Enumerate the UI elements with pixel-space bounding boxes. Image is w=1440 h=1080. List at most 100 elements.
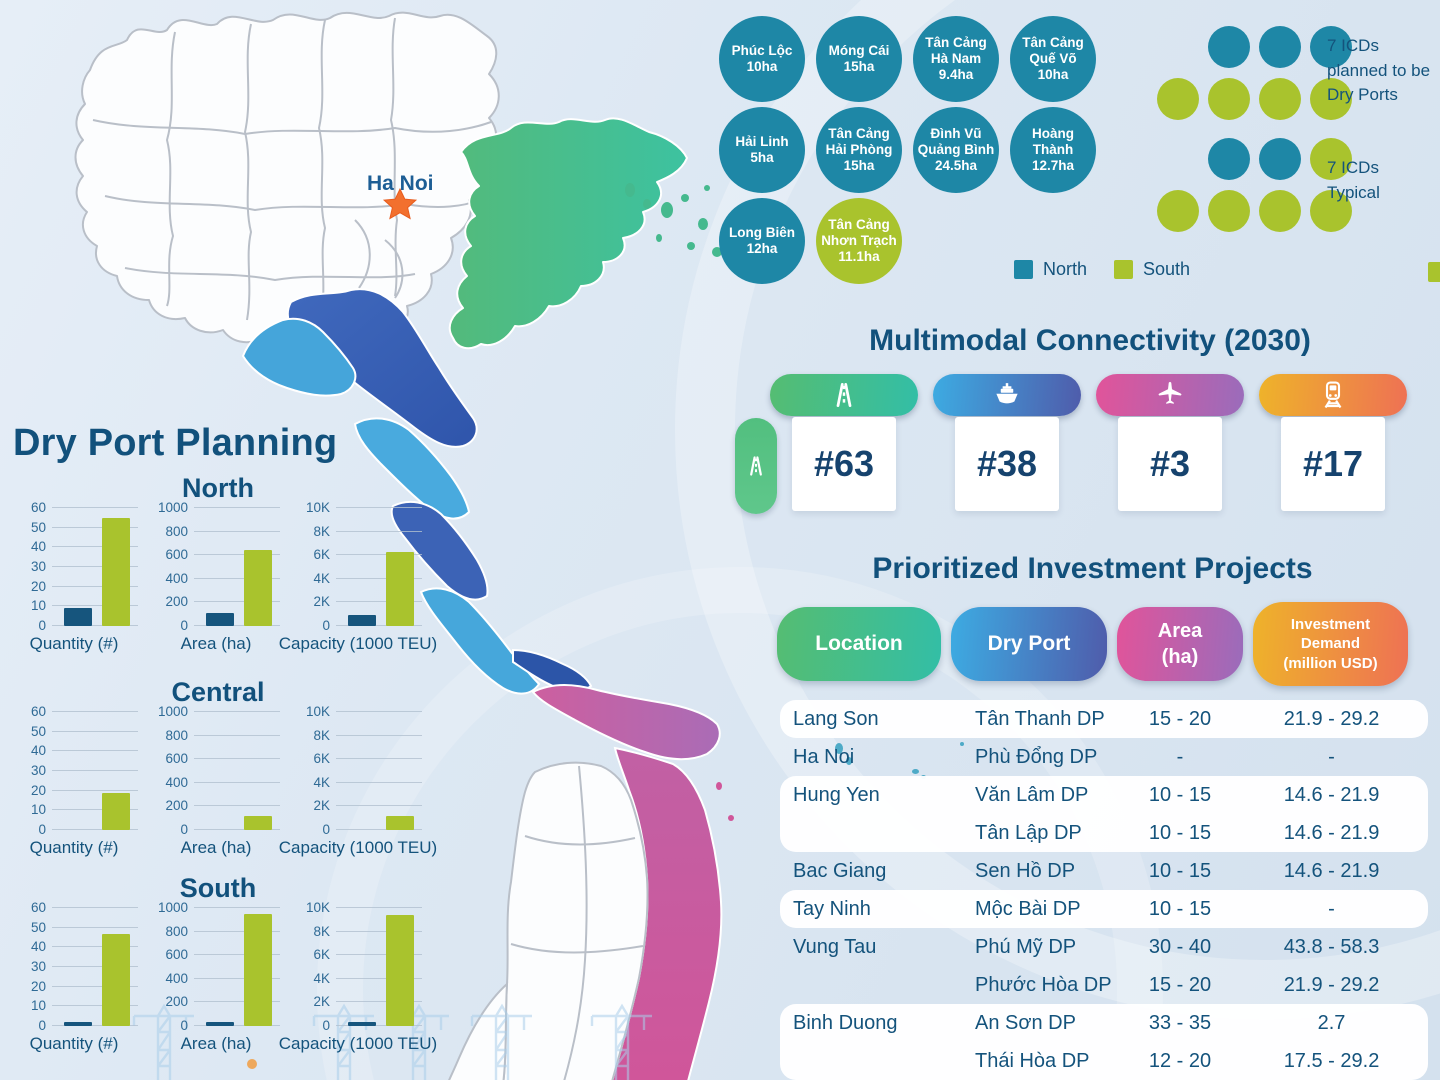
axis-tick-label: 40 bbox=[30, 539, 46, 555]
bar-green bbox=[386, 552, 414, 626]
axis-tick-label: 800 bbox=[165, 923, 188, 939]
mini-bar-chart: 0 2K 4K 6K 8K 10K Capacity (1000 TEU) bbox=[279, 900, 437, 1053]
mini-bar-chart: 0 10 20 30 40 50 60 Quantity (#) bbox=[10, 500, 138, 653]
icd-dots-planned bbox=[1157, 26, 1352, 130]
map-region-central-blue-2 bbox=[390, 500, 489, 601]
chart-plot bbox=[336, 711, 422, 830]
axis-tick-label: 50 bbox=[30, 723, 46, 739]
table-row: Hung Yen Văn Lâm DP 10 - 15 14.6 - 21.9 bbox=[780, 776, 1428, 814]
north-dot bbox=[1259, 138, 1301, 180]
gridline bbox=[52, 566, 138, 567]
gridline bbox=[194, 758, 280, 760]
axis-tick-label: 60 bbox=[30, 900, 46, 915]
gridline bbox=[52, 1025, 138, 1026]
cell-location: Vung Tau bbox=[793, 935, 877, 958]
gridline bbox=[336, 829, 422, 830]
bar-navy bbox=[64, 608, 92, 626]
icd-circle-line: Hà Nam bbox=[930, 51, 982, 67]
icd-circle-line: Tân Cảng bbox=[925, 35, 987, 51]
gridline bbox=[194, 907, 280, 908]
axis-tick-label: 10 bbox=[30, 998, 46, 1014]
axis-tick-label: 6K bbox=[313, 947, 330, 963]
gridline bbox=[52, 711, 138, 712]
column-header-line: Investment bbox=[1290, 615, 1371, 633]
column-header-investment: Investment Demand (million USD) bbox=[1253, 602, 1408, 686]
north-dot bbox=[1310, 26, 1352, 68]
bar-green bbox=[102, 518, 130, 626]
train-icon bbox=[1324, 381, 1342, 409]
map-region-cyan-arm bbox=[241, 317, 357, 397]
gridline bbox=[52, 829, 138, 830]
dot-row bbox=[1157, 190, 1352, 232]
table-row: Binh Duong An Sơn DP 33 - 35 2.7 bbox=[780, 1004, 1428, 1042]
chart-plot bbox=[52, 711, 138, 830]
cell-area: 15 - 20 bbox=[1148, 707, 1212, 730]
island-speck bbox=[912, 769, 919, 774]
chart-plot bbox=[52, 507, 138, 626]
icd-circle: Hải Linh 5ha bbox=[719, 107, 805, 193]
axis-tick-label: 0 bbox=[38, 618, 46, 633]
icd-circle-line: Hải Linh bbox=[735, 134, 789, 150]
plane-icon bbox=[1158, 381, 1182, 404]
gridline bbox=[336, 907, 422, 908]
gridline bbox=[194, 829, 280, 830]
axis-tick-label: 8K bbox=[313, 923, 330, 939]
projects-table: Lang Son Tân Thanh DP 15 - 20 21.9 - 29.2 Ha… bbox=[780, 700, 1428, 1080]
axis-tick-label: 0 bbox=[38, 1018, 46, 1033]
road-icon bbox=[750, 456, 762, 476]
gridline bbox=[336, 507, 422, 508]
island-speck bbox=[835, 743, 843, 754]
legend-label: North bbox=[1043, 259, 1088, 279]
south-legend-swatch bbox=[1114, 260, 1133, 279]
axis-tick-label: 0 bbox=[180, 618, 188, 633]
cell-investment: - bbox=[1328, 897, 1335, 920]
axis-tick-label: 8K bbox=[313, 727, 330, 743]
axis-tick-label: 30 bbox=[30, 763, 46, 778]
axis-tick-label: 30 bbox=[30, 559, 46, 574]
cell-port: Phước Hòa DP bbox=[975, 973, 1112, 996]
chart-region-central: Central 0 10 20 30 40 50 60 Quantity (#) 0 200 400 6… bbox=[6, 676, 438, 857]
dot-row bbox=[1208, 138, 1352, 180]
bar-green bbox=[386, 915, 414, 1026]
cell-area: - bbox=[1176, 745, 1184, 768]
map-halong-islands bbox=[625, 183, 722, 257]
mini-bar-chart: 0 200 400 600 800 1000 Area (ha) bbox=[152, 500, 280, 653]
icd-circle-line: 9.4ha bbox=[938, 66, 974, 82]
icd-circle: Móng Cái 15ha bbox=[816, 16, 902, 102]
cell-area: 10 - 15 bbox=[1148, 859, 1212, 882]
gridline bbox=[194, 734, 280, 736]
axis-tick-label: 0 bbox=[322, 618, 330, 633]
gridline bbox=[336, 1001, 422, 1003]
axis-tick-label: 800 bbox=[165, 523, 188, 539]
multimodal-cards: #63 #38 #3 #17 bbox=[770, 374, 1414, 511]
gridline bbox=[194, 1001, 280, 1003]
icd-circle: Long Biên 12ha bbox=[719, 198, 805, 284]
ship-rank-box: #38 bbox=[955, 417, 1059, 511]
cell-area: 10 - 15 bbox=[1148, 897, 1212, 920]
cell-port: Tân Thanh DP bbox=[975, 707, 1105, 730]
gridline bbox=[52, 926, 138, 928]
dot-group-label-line: 7 ICDs bbox=[1327, 36, 1379, 55]
column-header-line: Location bbox=[815, 632, 903, 656]
road-rank-box: #63 bbox=[792, 417, 896, 511]
cell-port: Phù Đổng DP bbox=[975, 745, 1098, 768]
gridline bbox=[336, 554, 422, 556]
south-dot bbox=[1208, 78, 1250, 120]
mini-bar-chart: 0 10 20 30 40 50 60 Quantity (#) bbox=[10, 704, 138, 857]
axis-tick-label: 400 bbox=[165, 570, 188, 586]
cell-area: 10 - 15 bbox=[1148, 783, 1212, 806]
axis-tick-label: 6K bbox=[313, 751, 330, 767]
north-dot bbox=[1208, 138, 1250, 180]
axis-tick-label: 10 bbox=[30, 802, 46, 818]
gridline bbox=[194, 1025, 280, 1026]
projects-header-row: Location Dry Port Area (ha) Investment Demand… bbox=[777, 602, 1408, 686]
icd-circle-line: Tân Cảng bbox=[1022, 35, 1084, 51]
icd-circle: Tân Cảng Hải Phòng 15ha bbox=[816, 107, 902, 193]
icd-circle-line: Quế Võ bbox=[1029, 51, 1077, 67]
dot-group-label-line: 7 ICDs bbox=[1327, 158, 1379, 177]
charts-row: 0 10 20 30 40 50 60 Quantity (#) 0 200 400 600 800 10… bbox=[6, 704, 438, 857]
bar-green bbox=[386, 816, 414, 830]
column-header-line: (million USD) bbox=[1283, 654, 1378, 672]
table-row: Bac Giang Sen Hồ DP 10 - 15 14.6 - 21.9 bbox=[780, 852, 1428, 890]
